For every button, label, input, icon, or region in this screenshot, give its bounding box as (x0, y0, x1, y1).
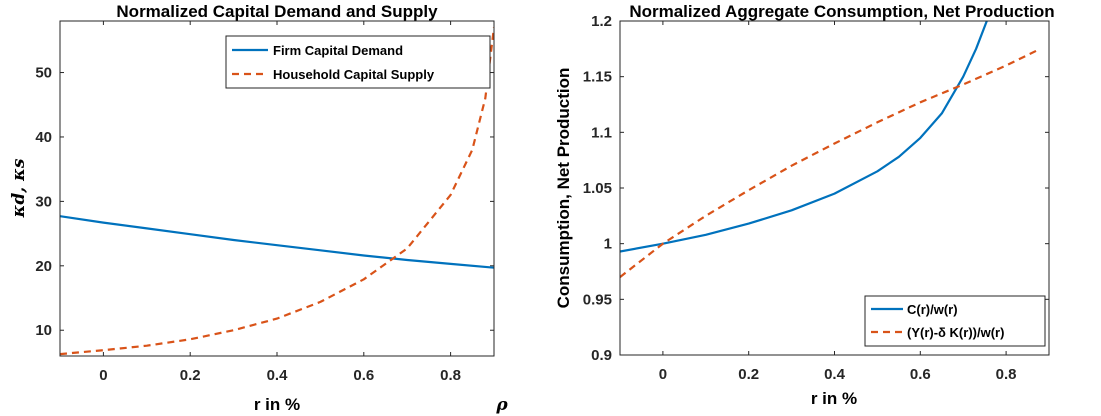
right-y-tick-label: 1.05 (583, 180, 612, 197)
left-x-tick-label: 0.6 (353, 367, 374, 384)
left-x-tick-label: 0 (99, 367, 107, 384)
right-y-tick-label: 1.2 (591, 13, 612, 30)
legend-label-firm-capital-demand: Firm Capital Demand (273, 43, 403, 58)
left-series-line-1 (60, 215, 494, 269)
legend-label-consumption: C(r)/w(r) (907, 302, 958, 317)
right-x-tick-label: 0.2 (738, 366, 759, 383)
left-y-tick-label: 30 (35, 193, 52, 210)
left-series-line-2 (60, 27, 494, 356)
right-chart-panel: Normalized Aggregate Consumption, Net Pr… (554, 2, 1055, 408)
right-x-axis-label: r in % (811, 389, 857, 408)
left-chart-panel: Normalized Capital Demand and Supply 0 0.… (9, 2, 508, 415)
right-y-axis-label: Consumption, Net Production (554, 68, 573, 309)
left-axes (60, 21, 494, 356)
stray-rho-label: ρ (495, 395, 508, 415)
right-x-tick-label: 0.6 (910, 366, 931, 383)
right-y-tick-label: 0.95 (583, 291, 612, 308)
right-x-tick-label: 0 (659, 366, 667, 383)
left-x-tick-label: 0.4 (267, 367, 289, 384)
left-x-tick-label: 0.8 (440, 367, 461, 384)
right-y-tick-label: 0.9 (591, 347, 612, 364)
left-y-tick-label: 20 (35, 258, 52, 275)
right-x-tick-label: 0.8 (996, 366, 1017, 383)
right-legend: C(r)/w(r) (Y(r)-δ K(r))/w(r) (864, 295, 1046, 347)
left-y-tick-label: 40 (35, 129, 52, 146)
left-chart-title: Normalized Capital Demand and Supply (116, 2, 438, 21)
left-y-tick-label: 10 (35, 322, 52, 339)
right-tick-labels: 0 0.2 0.4 0.6 0.8 0.9 0.95 1 1.05 1.1 1.15 1.2 (583, 13, 1017, 383)
left-axes-box (59, 20, 495, 357)
right-series-line-1 (620, 21, 988, 253)
right-legend-box (864, 295, 1046, 347)
left-legend-box (225, 35, 491, 89)
left-y-axis-label: κd, κs (9, 158, 29, 218)
right-series-layer (620, 21, 1041, 278)
right-x-tick-label: 0.4 (824, 366, 846, 383)
right-axes-box (619, 20, 1050, 356)
right-series-line-2 (620, 47, 1041, 278)
left-tick-labels: 0 0.2 0.4 0.6 0.8 10 20 30 40 50 (35, 65, 461, 384)
left-x-axis-label: r in % (254, 395, 300, 414)
right-chart-title: Normalized Aggregate Consumption, Net Pr… (629, 2, 1054, 21)
left-y-tick-label: 50 (35, 65, 52, 82)
legend-label-household-capital-supply: Household Capital Supply (273, 67, 435, 82)
left-legend: Firm Capital Demand Household Capital Su… (225, 35, 491, 89)
right-y-tick-label: 1.1 (591, 124, 612, 141)
left-x-tick-label: 0.2 (180, 367, 201, 384)
legend-label-net-production: (Y(r)-δ K(r))/w(r) (907, 325, 1004, 340)
right-y-tick-label: 1 (604, 236, 612, 253)
left-series-layer (60, 27, 494, 356)
right-y-tick-label: 1.15 (583, 69, 612, 86)
